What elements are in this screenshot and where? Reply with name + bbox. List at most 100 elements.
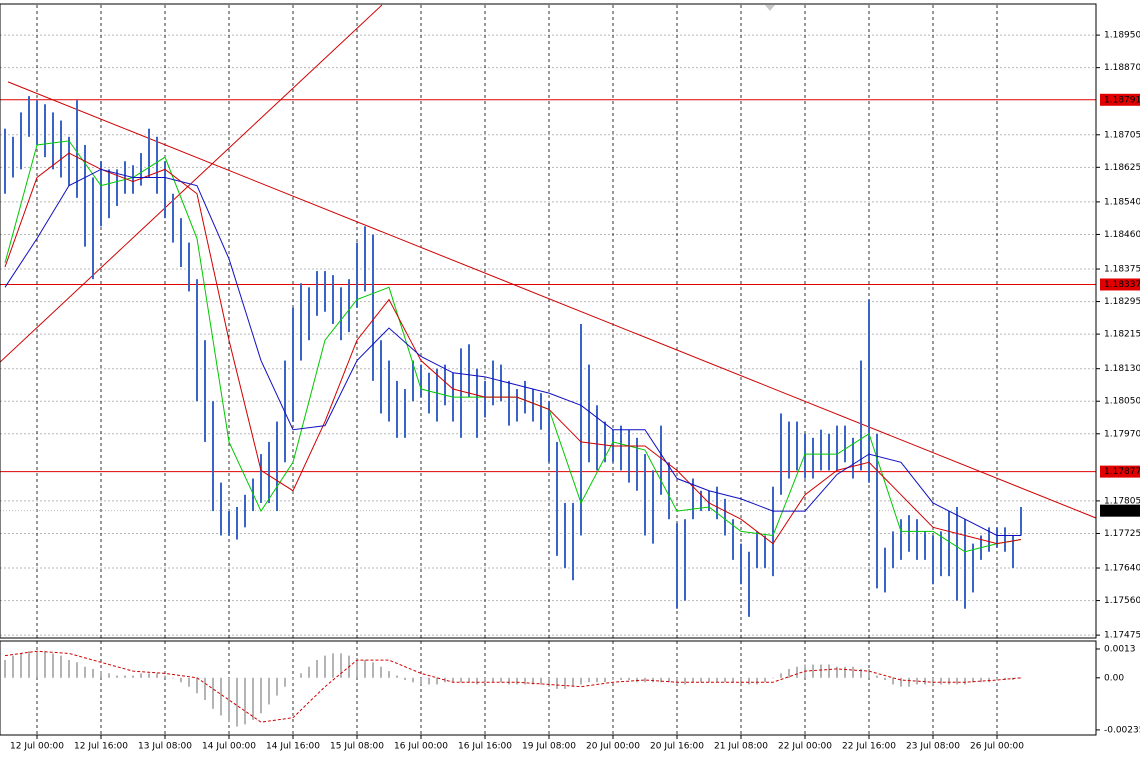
indicator-bar — [580, 677, 582, 685]
indicator-bar — [932, 677, 934, 685]
indicator-bar — [380, 666, 382, 678]
indicator-bar — [564, 677, 566, 689]
y-tick-label: 1.18705 — [1104, 130, 1140, 140]
indicator-bar — [916, 677, 918, 685]
level-label-box — [1100, 278, 1140, 291]
indicator-bar — [860, 668, 862, 678]
indicator-bar — [956, 677, 958, 685]
indicator-bar — [420, 677, 422, 685]
indicator-bar — [772, 677, 774, 679]
plot-layer: 1.18950 1.18870 1.18705 1.18625 1.18540 1.184… — [0, 4, 1140, 752]
indicator-bar — [268, 677, 270, 705]
level-label: 1.18791 — [1104, 95, 1140, 105]
indicator-bar — [844, 666, 846, 678]
indicator-bar — [252, 677, 254, 720]
current-price-box — [1100, 504, 1140, 517]
indicator-bar — [20, 653, 22, 678]
indicator-bar — [676, 677, 678, 685]
indicator-bar — [604, 677, 606, 683]
y-tick-label: 1.18540 — [1104, 197, 1140, 207]
x-tick-label: 23 Jul 08:00 — [906, 742, 960, 752]
indicator-bar — [28, 651, 30, 678]
indicator-bar — [92, 668, 94, 678]
x-tick-label: 14 Jul 16:00 — [266, 742, 320, 752]
indicator-bar — [172, 677, 174, 679]
indicator-y-tick-label: -0.00235 — [1104, 725, 1140, 735]
indicator-bar — [236, 677, 238, 727]
indicator-bar — [404, 677, 406, 681]
y-tick-label: 1.18950 — [1104, 31, 1140, 41]
indicator-bar — [332, 653, 334, 678]
indicator-bar — [284, 677, 286, 687]
indicator-bar — [204, 677, 206, 700]
indicator-bar — [596, 677, 598, 683]
indicator-bar — [900, 677, 902, 687]
y-tick-label: 1.18460 — [1104, 230, 1140, 240]
indicator-bar — [476, 677, 478, 685]
x-tick-label: 16 Jul 00:00 — [394, 742, 448, 752]
indicator-bar — [156, 673, 158, 678]
y-tick-label: 1.18295 — [1104, 297, 1140, 307]
indicator-bar — [148, 673, 150, 678]
y-tick-label: 1.17560 — [1104, 596, 1140, 606]
indicator-bar — [36, 651, 38, 678]
indicator-bar — [892, 677, 894, 685]
indicator-bar — [84, 666, 86, 678]
indicator-bar — [12, 655, 14, 678]
y-tick-label: 1.18625 — [1104, 163, 1140, 173]
indicator-bar — [396, 675, 398, 678]
shift-marker — [765, 5, 775, 11]
indicator-bar — [820, 664, 822, 678]
indicator-bar — [620, 677, 622, 681]
indicator-bar — [740, 677, 742, 685]
indicator-bar — [548, 677, 550, 687]
indicator-bar — [780, 673, 782, 678]
x-tick-label: 16 Jul 16:00 — [458, 742, 512, 752]
indicator-bar — [716, 677, 718, 683]
indicator-bar — [516, 677, 518, 685]
indicator-bar — [76, 662, 78, 678]
indicator-bar — [260, 677, 262, 714]
current-price-label: 1.17781 — [1104, 506, 1140, 516]
indicator-bar — [756, 677, 758, 685]
y-tick-label: 1.17640 — [1104, 564, 1140, 574]
indicator-bar — [764, 677, 766, 683]
indicator-bar — [540, 677, 542, 685]
indicator-bar — [180, 677, 182, 683]
indicator-bar — [836, 666, 838, 678]
indicator-bar — [940, 677, 942, 685]
x-tick-label: 13 Jul 08:00 — [138, 742, 192, 752]
indicator-bar — [980, 677, 982, 683]
indicator-bar — [220, 677, 222, 716]
indicator-bar — [612, 677, 614, 681]
level-label: 1.17877 — [1104, 467, 1140, 477]
indicator-bar — [524, 677, 526, 685]
indicator-bar — [276, 677, 278, 696]
indicator-bar — [116, 675, 118, 678]
x-tick-label: 12 Jul 00:00 — [10, 742, 64, 752]
indicator-bar — [292, 677, 294, 681]
level-label-box — [1100, 93, 1140, 106]
indicator-y-tick-label: 0.00 — [1104, 673, 1124, 683]
indicator-bar — [100, 671, 102, 678]
indicator-bar — [492, 677, 494, 683]
indicator-bar — [188, 677, 190, 687]
signal-line — [4, 650, 1022, 723]
indicator-bar — [452, 677, 454, 683]
indicator-bar — [244, 677, 246, 725]
indicator-bar — [972, 677, 974, 683]
x-tick-label: 19 Jul 08:00 — [522, 742, 576, 752]
y-tick-label: 1.18050 — [1104, 397, 1140, 407]
indicator-bar — [164, 675, 166, 678]
indicator-bar — [60, 655, 62, 678]
indicator-bar — [724, 677, 726, 683]
indicator-bar — [700, 677, 702, 683]
indicator-bar — [556, 677, 558, 689]
indicator-bar — [468, 677, 470, 683]
indicator-bar — [828, 664, 830, 678]
indicator-bar — [748, 677, 750, 685]
indicator-bar — [692, 677, 694, 683]
indicator-bar — [924, 677, 926, 685]
indicator-bar — [788, 668, 790, 678]
